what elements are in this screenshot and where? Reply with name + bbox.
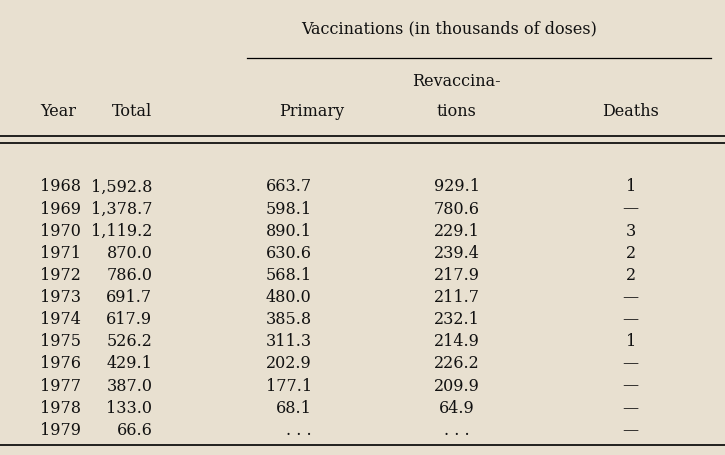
Text: 1: 1	[626, 178, 636, 195]
Text: 1,378.7: 1,378.7	[91, 200, 152, 217]
Text: 2: 2	[626, 244, 636, 261]
Text: 598.1: 598.1	[265, 200, 312, 217]
Text: 780.6: 780.6	[434, 200, 480, 217]
Text: 1,592.8: 1,592.8	[91, 178, 152, 195]
Text: 1972: 1972	[40, 266, 80, 283]
Text: 1978: 1978	[40, 399, 81, 416]
Text: 226.2: 226.2	[434, 354, 480, 372]
Text: 617.9: 617.9	[106, 310, 152, 328]
Text: 1: 1	[626, 333, 636, 349]
Text: 480.0: 480.0	[266, 288, 312, 305]
Text: 429.1: 429.1	[107, 354, 152, 372]
Text: 214.9: 214.9	[434, 333, 480, 349]
Text: 1974: 1974	[40, 310, 80, 328]
Text: 1,119.2: 1,119.2	[91, 222, 152, 239]
Text: 387.0: 387.0	[107, 377, 152, 394]
Text: 1971: 1971	[40, 244, 81, 261]
Text: tions: tions	[436, 102, 477, 119]
Text: 663.7: 663.7	[265, 178, 312, 195]
Text: 209.9: 209.9	[434, 377, 480, 394]
Text: —: —	[623, 421, 639, 438]
Text: 64.9: 64.9	[439, 399, 475, 416]
Text: Vaccinations (in thousands of doses): Vaccinations (in thousands of doses)	[302, 20, 597, 37]
Text: Revaccina-: Revaccina-	[413, 73, 501, 90]
Text: 691.7: 691.7	[106, 288, 152, 305]
Text: . . .: . . .	[286, 421, 312, 438]
Text: 929.1: 929.1	[434, 178, 480, 195]
Text: 177.1: 177.1	[265, 377, 312, 394]
Text: Year: Year	[40, 102, 76, 119]
Text: 385.8: 385.8	[265, 310, 312, 328]
Text: 239.4: 239.4	[434, 244, 480, 261]
Text: . . .: . . .	[444, 421, 470, 438]
Text: 202.9: 202.9	[266, 354, 312, 372]
Text: 229.1: 229.1	[434, 222, 480, 239]
Text: Total: Total	[112, 102, 152, 119]
Text: —: —	[623, 377, 639, 394]
Text: —: —	[623, 399, 639, 416]
Text: 1968: 1968	[40, 178, 81, 195]
Text: 68.1: 68.1	[276, 399, 312, 416]
Text: 133.0: 133.0	[107, 399, 152, 416]
Text: 311.3: 311.3	[265, 333, 312, 349]
Text: —: —	[623, 200, 639, 217]
Text: 568.1: 568.1	[265, 266, 312, 283]
Text: Deaths: Deaths	[602, 102, 659, 119]
Text: 786.0: 786.0	[107, 266, 152, 283]
Text: 1975: 1975	[40, 333, 81, 349]
Text: 3: 3	[626, 222, 636, 239]
Text: 890.1: 890.1	[266, 222, 312, 239]
Text: —: —	[623, 310, 639, 328]
Text: Primary: Primary	[279, 102, 344, 119]
Text: 1979: 1979	[40, 421, 81, 438]
Text: 66.6: 66.6	[117, 421, 152, 438]
Text: 1969: 1969	[40, 200, 81, 217]
Text: —: —	[623, 288, 639, 305]
Text: 211.7: 211.7	[434, 288, 480, 305]
Text: 630.6: 630.6	[266, 244, 312, 261]
Text: 217.9: 217.9	[434, 266, 480, 283]
Text: 1976: 1976	[40, 354, 81, 372]
Text: 870.0: 870.0	[107, 244, 152, 261]
Text: —: —	[623, 354, 639, 372]
Text: 526.2: 526.2	[107, 333, 152, 349]
Text: 232.1: 232.1	[434, 310, 480, 328]
Text: 1970: 1970	[40, 222, 80, 239]
Text: 2: 2	[626, 266, 636, 283]
Text: 1973: 1973	[40, 288, 81, 305]
Text: 1977: 1977	[40, 377, 81, 394]
